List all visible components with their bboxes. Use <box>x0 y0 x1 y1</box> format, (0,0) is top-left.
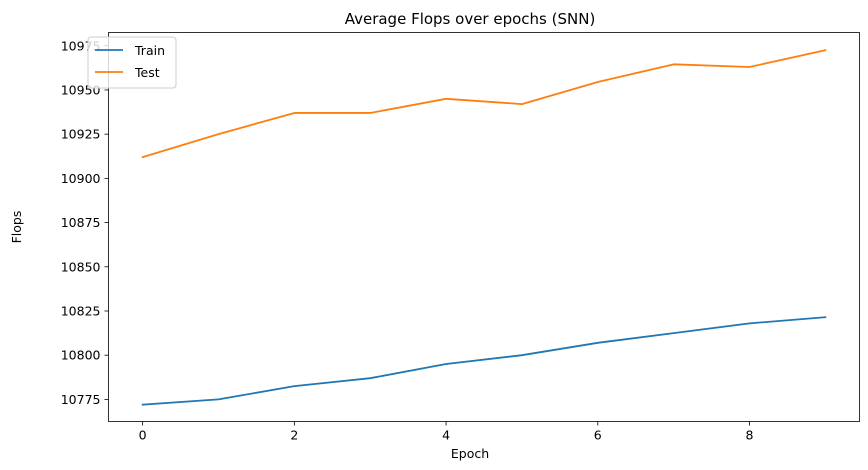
chart-title: Average Flops over epochs (SNN) <box>345 10 596 28</box>
ticks-layer: 0 2 4 6 8 10775 10800 10825 10850 10875 10900 10925… <box>61 38 754 442</box>
y-axis-label: Flops <box>9 211 24 244</box>
x-tick-label: 2 <box>290 428 298 443</box>
y-tick-label: 10925 <box>61 127 101 142</box>
series-line-test <box>143 50 826 157</box>
x-tick-label: 4 <box>442 428 450 443</box>
series-layer <box>143 50 826 405</box>
x-tick-label: 0 <box>139 428 147 443</box>
x-axis-label: Epoch <box>451 446 489 461</box>
y-tick-label: 10900 <box>61 171 101 186</box>
legend-label-test: Test <box>134 65 160 80</box>
plot-area-frame <box>109 33 860 422</box>
legend-label-train: Train <box>134 43 165 58</box>
y-tick-label: 10775 <box>61 392 101 407</box>
y-tick-label: 10850 <box>61 259 101 274</box>
x-tick-label: 8 <box>746 428 754 443</box>
y-tick-label: 10875 <box>61 215 101 230</box>
y-tick-label: 10800 <box>61 348 101 363</box>
legend: Train Test <box>88 37 176 88</box>
series-line-train <box>143 317 826 405</box>
y-tick-label: 10825 <box>61 303 101 318</box>
x-tick-label: 6 <box>594 428 602 443</box>
